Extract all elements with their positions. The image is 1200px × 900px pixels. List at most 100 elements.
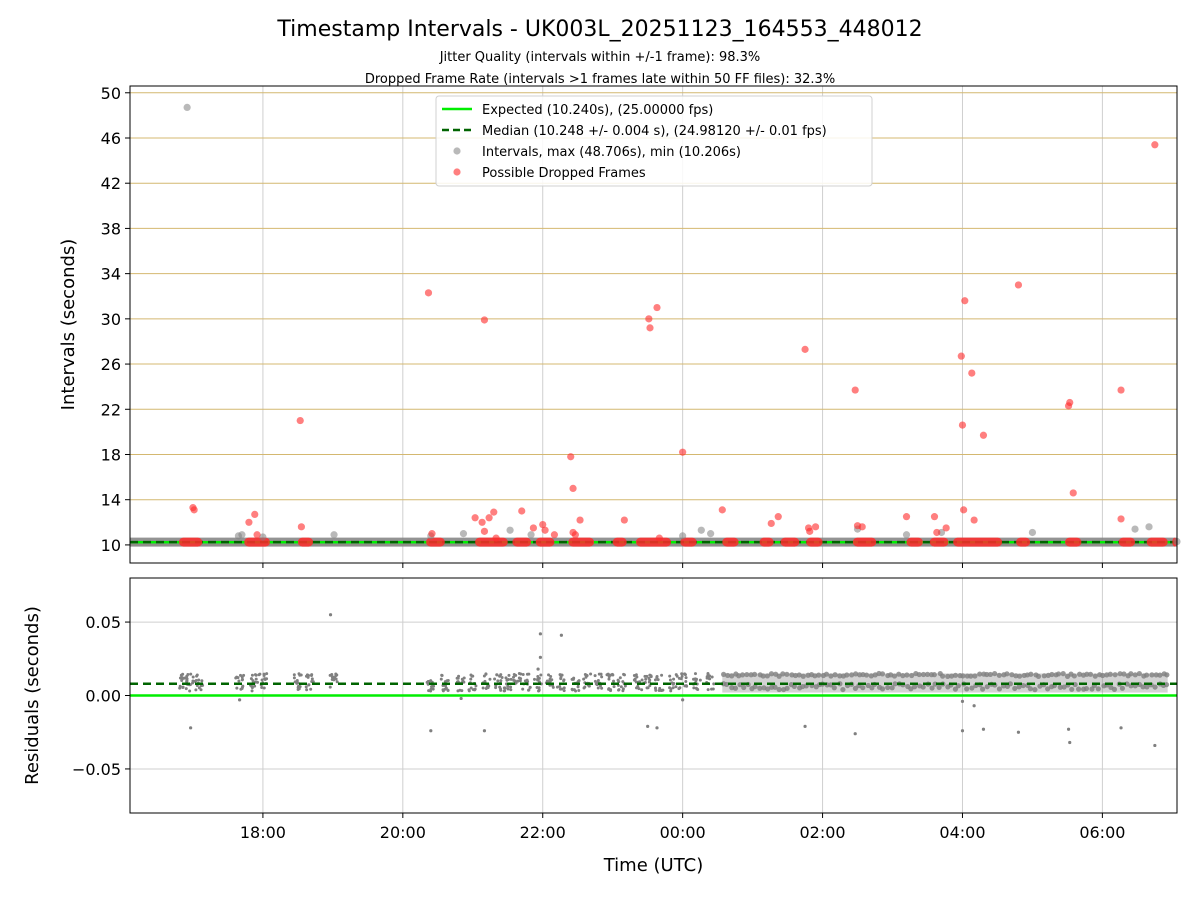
residual-band-point xyxy=(879,671,886,677)
residual-cluster-point xyxy=(445,679,449,683)
dropped-frame-point xyxy=(1117,386,1125,394)
interval-point xyxy=(506,526,514,534)
top-ytick-label: 34 xyxy=(101,265,121,284)
residual-cluster-point xyxy=(634,673,638,677)
residual-cluster-point xyxy=(706,688,710,692)
residual-cluster-point xyxy=(528,685,532,689)
dropped-frame-point xyxy=(541,526,549,534)
chart-subtitle-jitter: Jitter Quality (intervals within +/-1 fr… xyxy=(439,50,761,65)
residual-band-point xyxy=(1157,672,1163,678)
residual-cluster-point xyxy=(547,673,551,677)
residual-cluster-point xyxy=(514,673,518,677)
residual-band-point xyxy=(1136,670,1142,677)
residual-cluster-point xyxy=(582,686,586,690)
residual-cluster-point xyxy=(708,674,712,678)
interval-point xyxy=(183,103,191,112)
residual-band-point xyxy=(816,672,822,678)
bottom-xtick-label: 06:00 xyxy=(1079,823,1125,842)
residual-cluster-point xyxy=(509,677,513,681)
residual-cluster-point xyxy=(576,680,580,684)
residual-cluster-point xyxy=(188,689,192,693)
residual-cluster-point xyxy=(671,682,675,686)
residual-cluster-point xyxy=(571,688,575,692)
dropped-frame-point xyxy=(1066,398,1074,407)
chart-subtitle-dropped: Dropped Frame Rate (intervals >1 frames … xyxy=(365,72,835,87)
residual-band-point xyxy=(1060,671,1066,677)
dropped-baseline-segment xyxy=(568,537,595,547)
dropped-frame-point xyxy=(968,369,976,377)
bottom-xtick-label: 04:00 xyxy=(939,823,985,842)
dropped-frame-point xyxy=(480,316,489,324)
residual-cluster-point xyxy=(189,672,193,676)
dropped-baseline-segment xyxy=(426,537,445,547)
dropped-frame-point xyxy=(190,506,198,514)
residual-outlier-point xyxy=(237,698,242,702)
residual-band-point xyxy=(952,672,959,678)
residual-band-point xyxy=(1016,684,1022,690)
residual-band-point xyxy=(849,672,855,678)
residual-band-point xyxy=(739,672,746,678)
residual-cluster-point xyxy=(516,679,520,683)
residual-cluster-point xyxy=(698,678,702,682)
residual-cluster-point xyxy=(295,678,299,682)
residual-band-point xyxy=(885,684,891,691)
residual-cluster-point xyxy=(328,685,332,689)
residual-cluster-point xyxy=(481,686,485,690)
residual-outlier-point xyxy=(960,729,965,733)
residual-cluster-point xyxy=(558,685,562,689)
residual-band-point xyxy=(924,671,931,677)
residual-cluster-point xyxy=(671,686,675,690)
dropped-frame-point xyxy=(485,514,493,522)
dropped-frame-point xyxy=(774,513,782,521)
residual-band-point xyxy=(1119,685,1126,691)
residual-cluster-point xyxy=(619,685,623,689)
dropped-frame-point xyxy=(245,518,253,526)
residual-cluster-point xyxy=(262,686,266,690)
residual-cluster-point xyxy=(606,672,610,676)
dropped-frame-point xyxy=(961,297,969,305)
residual-cluster-point xyxy=(470,674,474,678)
residual-band-point xyxy=(1144,684,1150,690)
dropped-frame-point xyxy=(1117,515,1125,523)
residual-band-point xyxy=(1107,671,1113,677)
dropped-frame-point xyxy=(492,534,500,542)
residual-band-point xyxy=(1092,673,1098,679)
residual-cluster-point xyxy=(661,688,665,692)
bottom-ytick-label: 0.05 xyxy=(85,613,121,632)
residual-band-point xyxy=(889,685,895,691)
residual-cluster-point xyxy=(618,676,622,680)
residual-outlier-point xyxy=(803,724,807,728)
residual-cluster-point xyxy=(500,675,504,679)
residual-band-point xyxy=(828,673,834,679)
residual-cluster-point xyxy=(521,687,525,691)
residual-band-point xyxy=(796,672,802,678)
residual-cluster-point xyxy=(653,678,657,682)
residual-cluster-point xyxy=(669,687,673,691)
top-axes-frame xyxy=(129,85,1178,564)
residual-cluster-point xyxy=(335,680,339,684)
residual-cluster-point xyxy=(519,677,523,681)
dropped-baseline-segment xyxy=(1065,537,1082,547)
residual-cluster-point xyxy=(559,677,563,681)
dropped-frame-point xyxy=(933,528,941,537)
bottom-y-axis-label: Residuals (seconds) xyxy=(22,606,43,785)
legend-label-intervals: Intervals, max (48.706s), min (10.206s) xyxy=(482,145,741,160)
top-ytick-label: 18 xyxy=(101,445,121,464)
residual-cluster-point xyxy=(570,677,574,681)
residual-cluster-point xyxy=(609,689,613,693)
residual-cluster-point xyxy=(593,674,597,678)
dropped-baseline-segment xyxy=(722,537,739,547)
residual-cluster-point xyxy=(582,677,586,681)
dropped-frame-point xyxy=(806,527,814,535)
residual-outlier-point xyxy=(482,729,487,733)
dropped-frame-point xyxy=(480,527,489,535)
residual-band-point xyxy=(940,673,946,679)
residual-band-point xyxy=(720,671,727,677)
residual-cluster-point xyxy=(194,688,198,692)
residual-cluster-point xyxy=(235,686,239,690)
residual-cluster-point xyxy=(439,677,443,681)
residual-band-point xyxy=(977,671,983,677)
residual-outlier-point xyxy=(1153,743,1157,748)
residual-cluster-point xyxy=(607,677,611,681)
residual-band-point xyxy=(920,671,927,678)
